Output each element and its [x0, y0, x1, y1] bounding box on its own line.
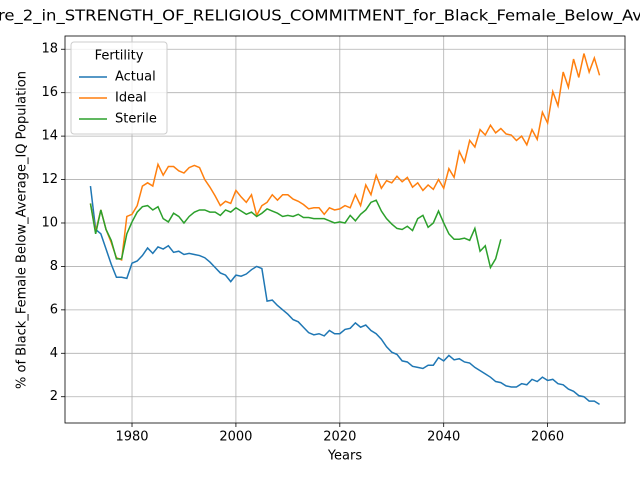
series-line — [89, 53, 601, 261]
y-tick-label: 6 — [50, 302, 58, 317]
x-tick-label: 2060 — [531, 430, 564, 445]
plot-frame — [64, 35, 626, 424]
x-tick-label: 2040 — [427, 430, 460, 445]
y-tick-label: 2 — [50, 389, 58, 404]
legend-box — [70, 41, 168, 135]
legend-label: Ideal — [115, 91, 147, 106]
x-axis-label: Years — [327, 449, 363, 464]
x-tick-label: 2020 — [323, 430, 356, 445]
y-tick-label: 14 — [41, 129, 58, 144]
y-tick-label: 8 — [50, 259, 58, 274]
series-line — [89, 199, 502, 270]
legend-label: Actual — [115, 70, 156, 85]
chart-title: re_2_in_STRENGTH_OF_RELIGIOUS_COMMITMENT… — [0, 7, 640, 26]
series-line — [89, 185, 600, 405]
x-tick-label: 2000 — [219, 430, 252, 445]
legend-label: Sterile — [115, 112, 157, 127]
y-tick-label: 18 — [41, 42, 58, 57]
x-tick-label: 1980 — [115, 430, 148, 445]
y-tick-label: 12 — [41, 172, 58, 187]
y-tick-label: 10 — [41, 215, 58, 230]
y-tick-label: 16 — [41, 85, 58, 100]
legend-title: Fertility — [95, 49, 144, 64]
y-axis-label: % of Black_Female Below_Average_IQ Popul… — [15, 71, 30, 389]
y-tick-label: 4 — [50, 346, 58, 361]
